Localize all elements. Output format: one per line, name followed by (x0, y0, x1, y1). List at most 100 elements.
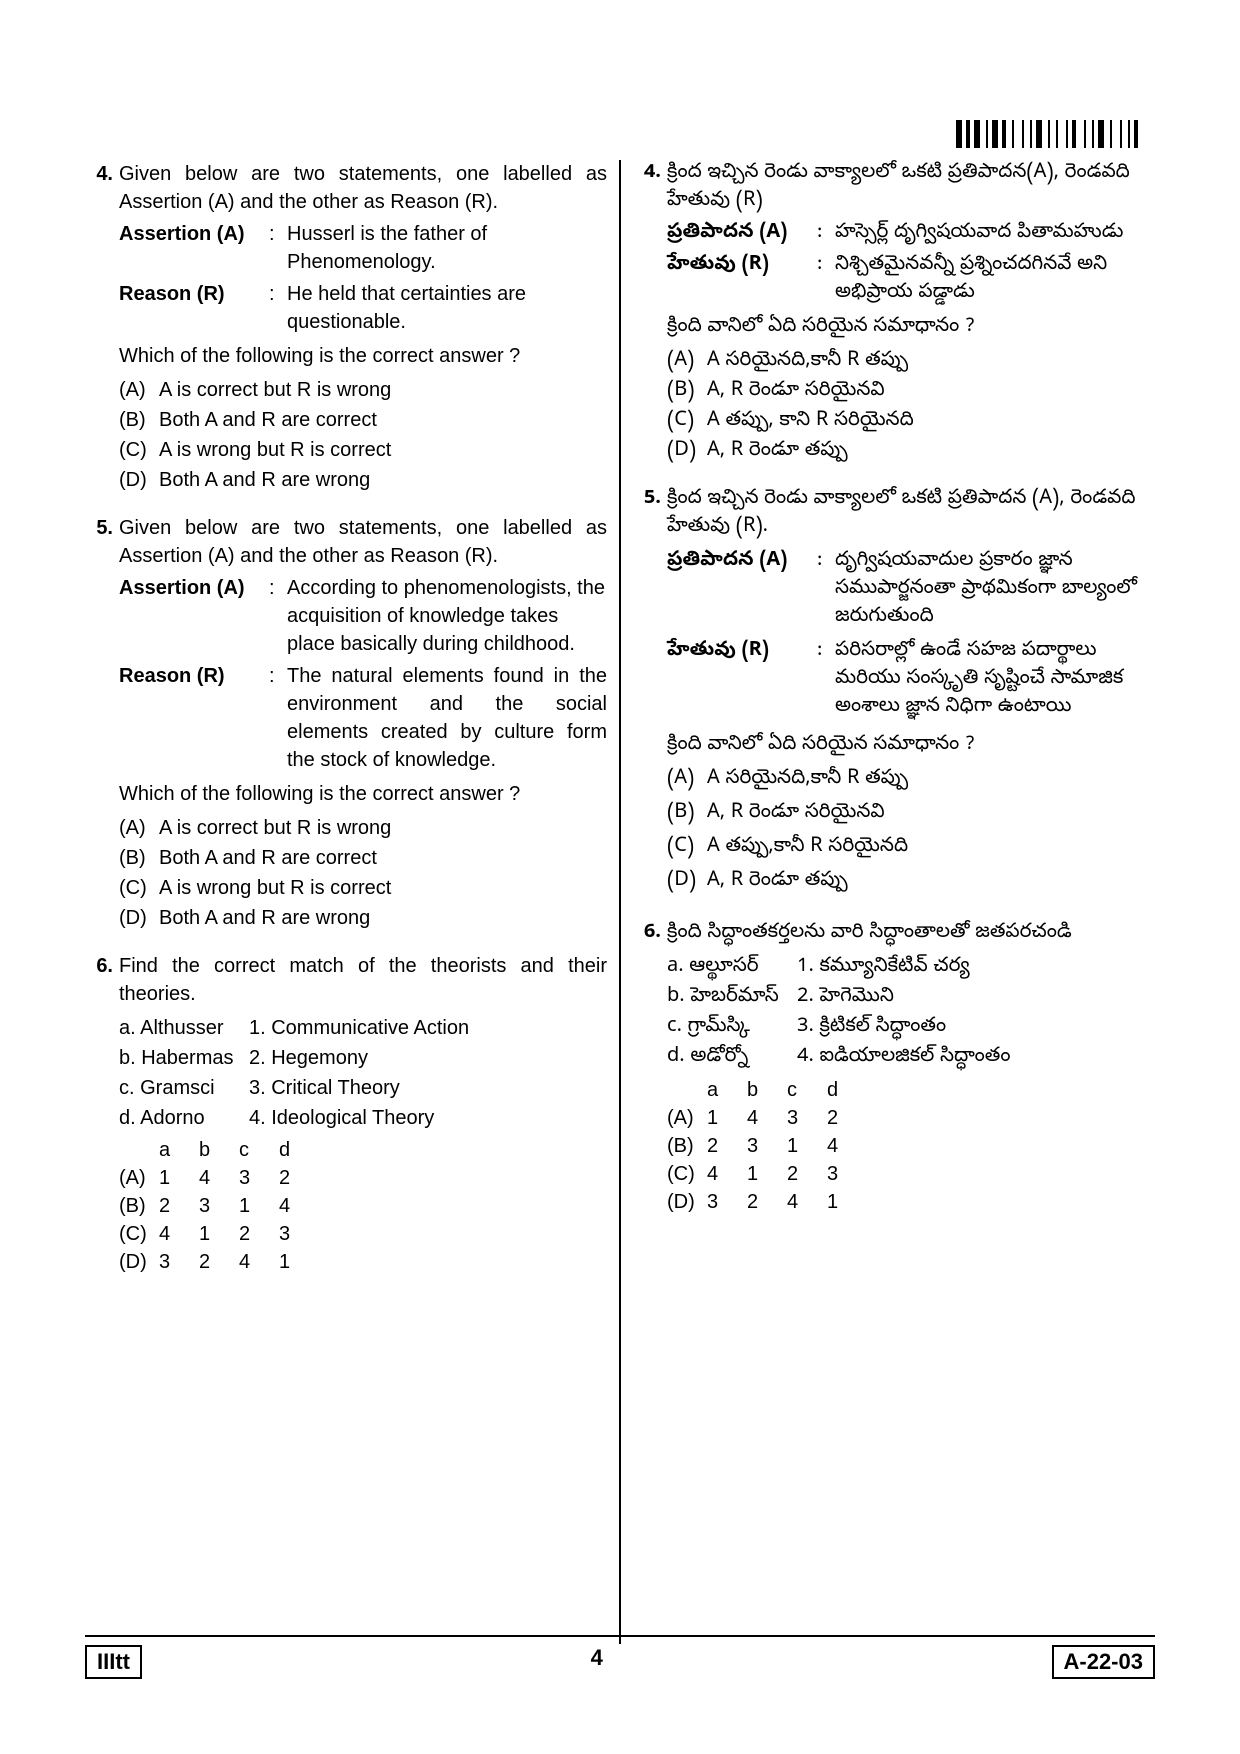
q-body: Find the correct match of the theorists … (119, 952, 607, 1276)
match-right: 1. కమ్యూనికేటివ్ చర్య (797, 954, 1155, 982)
opt-key: (B) (119, 406, 159, 434)
table-cell: 1 (827, 1188, 867, 1216)
assertion-label: Assertion (A) (119, 574, 269, 658)
colon: : (817, 638, 835, 722)
table-row: (C)4123 (667, 1160, 1155, 1188)
question-5-en: 5. Given below are two statements, one l… (85, 514, 607, 934)
table-cell: 1 (279, 1248, 319, 1276)
match-row: a. Althusser1. Communicative Action (119, 1014, 607, 1042)
opt-key: (A) (667, 766, 707, 794)
table-header: b (199, 1136, 239, 1164)
opt-c: A తప్పు, కాని R సరియైనది (707, 408, 1155, 436)
table-cell: 2 (787, 1160, 827, 1188)
match-right: 2. హెగెమొని (797, 984, 1155, 1012)
content-area: 4. Given below are two statements, one l… (85, 160, 1155, 1644)
opt-key: (D) (119, 904, 159, 932)
opt-key: (C) (667, 408, 707, 436)
table-cell: 4 (159, 1220, 199, 1248)
row-key: (C) (119, 1220, 159, 1248)
opt-key: (A) (119, 376, 159, 404)
label-text: ప్రతిపాదన (A) (667, 220, 787, 247)
row-key: (A) (119, 1164, 159, 1192)
label-text: హేతువు (R) (667, 638, 769, 665)
table-cell: 4 (239, 1248, 279, 1276)
table-cell: 2 (747, 1188, 787, 1216)
table-cell: 3 (239, 1164, 279, 1192)
match-left: a. ఆల్థూసర్ (667, 954, 797, 982)
match-row: b. Habermas2. Hegemony (119, 1044, 607, 1072)
opt-c: A is wrong but R is correct (159, 436, 607, 464)
table-cell: 3 (199, 1192, 239, 1220)
table-cell: 4 (787, 1188, 827, 1216)
row-key: (D) (119, 1248, 159, 1276)
table-cell: 1 (707, 1104, 747, 1132)
match-right: 2. Hegemony (249, 1044, 607, 1072)
q-number: 6. (633, 920, 667, 1216)
page-footer: IIItt 4 A-22-03 (85, 1635, 1155, 1679)
opt-key: (C) (119, 436, 159, 464)
opt-d: A, R రెండూ తప్పు (707, 868, 1155, 896)
options: (A)A is correct but R is wrong (B)Both A… (119, 376, 607, 494)
opt-key: (D) (119, 466, 159, 494)
table-header: d (827, 1076, 867, 1104)
label-text: హేతువు (R) (667, 252, 769, 279)
row-key: (C) (667, 1160, 707, 1188)
match-right: 3. క్రిటికల్ సిద్ధాంతం (797, 1014, 1155, 1042)
match-left: c. Gramsci (119, 1074, 249, 1102)
opt-key: (D) (667, 438, 707, 466)
assertion-text: Husserl is the father of Phenomenology. (287, 220, 607, 276)
label-text: ప్రతిపాదన (A) (667, 548, 787, 575)
opt-key: (D) (667, 868, 707, 896)
colon: : (269, 574, 287, 658)
opt-a: A సరియైనది,కానీ R తప్పు (707, 766, 1155, 794)
opt-key: (C) (667, 834, 707, 862)
match-left: a. Althusser (119, 1014, 249, 1042)
footer-right: A-22-03 (1052, 1645, 1155, 1679)
table-header: a (707, 1076, 747, 1104)
table-header: a (159, 1136, 199, 1164)
right-column: 4. క్రింద ఇచ్చిన రెండు వాక్యాలలో ఒకటి ప్… (633, 160, 1155, 1644)
question-5-te: 5. క్రింద ఇచ్చిన రెండు వాక్యాలలో ఒకటి ప్… (633, 486, 1155, 902)
table-cell: 3 (827, 1160, 867, 1188)
match-row: d. అడోర్నో4. ఐడియాలజికల్ సిద్ధాంతం (667, 1044, 1155, 1072)
table-cell: 1 (199, 1220, 239, 1248)
options: (A)A సరియైనది,కానీ R తప్పు (B)A, R రెండూ… (667, 766, 1155, 896)
row-key: (A) (667, 1104, 707, 1132)
table-cell: 4 (279, 1192, 319, 1220)
which-text: Which of the following is the correct an… (119, 342, 607, 370)
match-right: 4. ఐడియాలజికల్ సిద్ధాంతం (797, 1044, 1155, 1072)
question-4-en: 4. Given below are two statements, one l… (85, 160, 607, 496)
match-right: 1. Communicative Action (249, 1014, 607, 1042)
match-row: a. ఆల్థూసర్1. కమ్యూనికేటివ్ చర్య (667, 954, 1155, 982)
table-header: c (239, 1136, 279, 1164)
match-row: b. హెబర్‌మాస్2. హెగెమొని (667, 984, 1155, 1012)
match-left: d. అడోర్నో (667, 1044, 797, 1072)
table-cell: 2 (827, 1104, 867, 1132)
q-number: 5. (85, 514, 119, 934)
opt-key: (A) (119, 814, 159, 842)
opt-b: A, R రెండూ సరియైనవి (707, 800, 1155, 828)
footer-page-number: 4 (591, 1645, 603, 1679)
opt-a: A సరియైనది,కానీ R తప్పు (707, 348, 1155, 376)
colon: : (817, 252, 835, 308)
opt-d: Both A and R are wrong (159, 466, 607, 494)
colon: : (269, 280, 287, 336)
question-6-te: 6. క్రింది సిద్ధాంతకర్తలను వారి సిద్ధాంత… (633, 920, 1155, 1216)
table-cell: 4 (747, 1104, 787, 1132)
table-cell: 2 (239, 1220, 279, 1248)
q-intro: క్రింద ఇచ్చిన రెండు వాక్యాలలో ఒకటి ప్రతి… (667, 486, 1155, 542)
table-cell: 3 (159, 1248, 199, 1276)
options: (A)A సరియైనది,కానీ R తప్పు (B)A, R రెండూ… (667, 348, 1155, 466)
table-cell: 1 (787, 1132, 827, 1160)
opt-d: Both A and R are wrong (159, 904, 607, 932)
table-cell: 4 (199, 1164, 239, 1192)
table-cell: 2 (159, 1192, 199, 1220)
match-pairs: a. ఆల్థూసర్1. కమ్యూనికేటివ్ చర్యb. హెబర్… (667, 954, 1155, 1072)
opt-key: (A) (667, 348, 707, 376)
assertion-label: ప్రతిపాదన (A) (667, 220, 817, 248)
q-number: 4. (633, 160, 667, 468)
q-body: క్రింద ఇచ్చిన రెండు వాక్యాలలో ఒకటి ప్రతి… (667, 160, 1155, 468)
barcode (956, 120, 1145, 148)
question-6-en: 6. Find the correct match of the theoris… (85, 952, 607, 1276)
which-text: Which of the following is the correct an… (119, 780, 607, 808)
